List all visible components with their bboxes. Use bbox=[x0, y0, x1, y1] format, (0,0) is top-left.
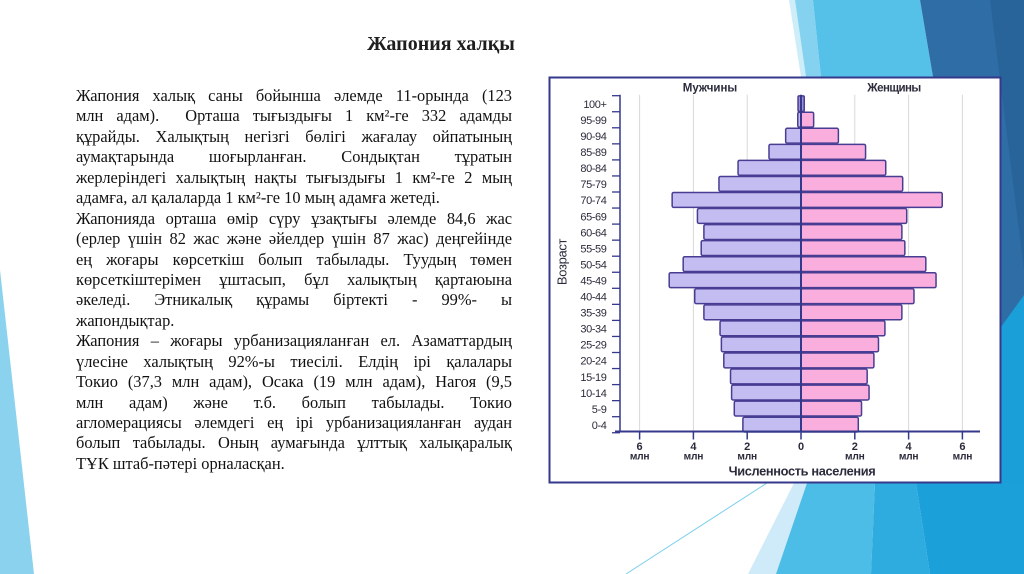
svg-text:90-94: 90-94 bbox=[580, 131, 606, 143]
svg-text:100+: 100+ bbox=[583, 99, 606, 111]
svg-text:25-29: 25-29 bbox=[580, 340, 606, 352]
svg-text:Женщины: Женщины bbox=[866, 83, 921, 95]
svg-text:4: 4 bbox=[906, 441, 913, 453]
svg-text:4: 4 bbox=[690, 441, 697, 453]
svg-text:15-19: 15-19 bbox=[580, 372, 606, 384]
svg-text:млн: млн bbox=[953, 452, 973, 463]
svg-text:35-39: 35-39 bbox=[580, 308, 606, 320]
svg-text:30-34: 30-34 bbox=[580, 324, 606, 336]
svg-text:95-99: 95-99 bbox=[580, 115, 606, 127]
svg-text:5-9: 5-9 bbox=[592, 404, 607, 416]
svg-text:20-24: 20-24 bbox=[580, 356, 606, 368]
svg-text:млн: млн bbox=[630, 452, 650, 463]
svg-text:40-44: 40-44 bbox=[580, 292, 606, 304]
svg-text:60-64: 60-64 bbox=[580, 227, 606, 239]
svg-text:0: 0 bbox=[798, 441, 804, 453]
svg-text:2: 2 bbox=[744, 441, 750, 453]
svg-text:Мужчины: Мужчины bbox=[683, 83, 738, 95]
svg-text:млн: млн bbox=[899, 452, 919, 463]
svg-text:6: 6 bbox=[637, 441, 643, 453]
svg-text:70-74: 70-74 bbox=[580, 195, 606, 207]
svg-text:45-49: 45-49 bbox=[580, 275, 606, 287]
svg-text:50-54: 50-54 bbox=[580, 259, 606, 271]
svg-text:2: 2 bbox=[852, 441, 858, 453]
svg-text:6: 6 bbox=[959, 441, 965, 453]
svg-text:85-89: 85-89 bbox=[580, 147, 606, 159]
svg-text:Возраст: Возраст bbox=[555, 239, 570, 286]
svg-text:10-14: 10-14 bbox=[580, 388, 606, 400]
svg-text:млн: млн bbox=[684, 452, 704, 463]
svg-text:80-84: 80-84 bbox=[580, 163, 606, 175]
svg-text:Численность населения: Численность населения bbox=[729, 464, 876, 479]
svg-text:0-4: 0-4 bbox=[592, 420, 607, 432]
svg-text:75-79: 75-79 bbox=[580, 179, 606, 191]
svg-text:65-69: 65-69 bbox=[580, 211, 606, 223]
svg-text:55-59: 55-59 bbox=[580, 243, 606, 255]
svg-text:млн: млн bbox=[737, 452, 757, 463]
svg-text:млн: млн bbox=[845, 452, 865, 463]
